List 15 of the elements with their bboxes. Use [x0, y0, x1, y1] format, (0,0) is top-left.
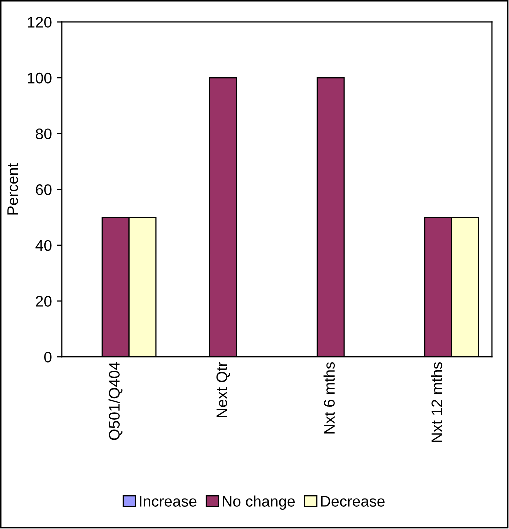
legend-label: No change [223, 496, 296, 510]
legend-label: Decrease [321, 496, 385, 507]
x-tick-label: Q501/Q404 [108, 362, 123, 440]
y-axis-title: Percent [8, 163, 18, 215]
y-tick-label: 120 [28, 17, 52, 28]
x-tick-label: Next Qtr [216, 362, 230, 418]
x-tick-label: Nxt 6 mths [324, 362, 336, 434]
y-tick-label: 40 [36, 240, 52, 252]
legend-label: Increase [140, 496, 197, 507]
y-tick-label: 20 [36, 296, 52, 307]
x-tick-label: Nxt 12 mths [431, 362, 443, 442]
y-tick-label: 60 [36, 184, 52, 196]
y-tick-label: 80 [36, 128, 52, 140]
y-tick-label: 100 [28, 72, 52, 84]
y-tick-label: 0 [44, 352, 52, 363]
